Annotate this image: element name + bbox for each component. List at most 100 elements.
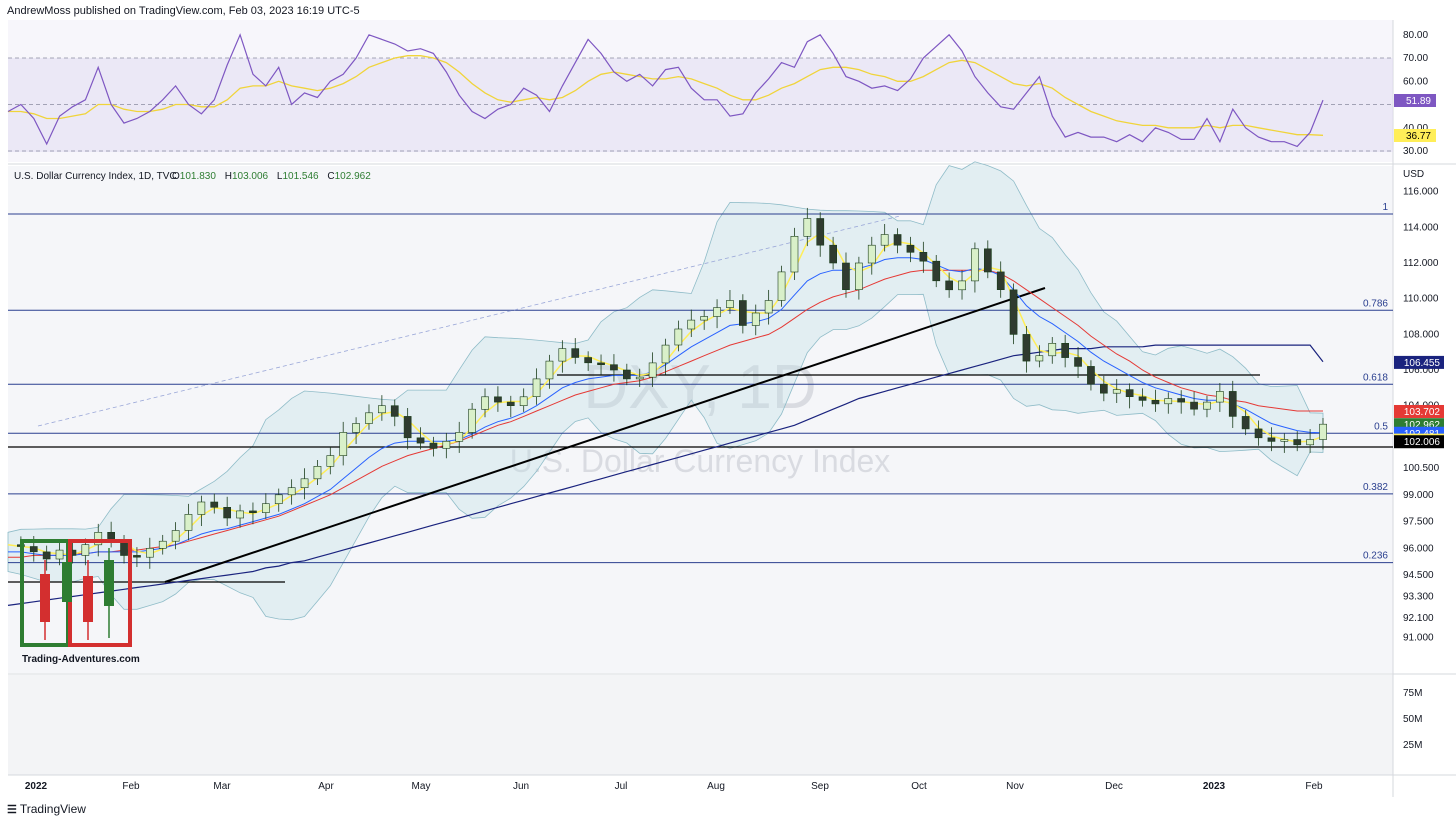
candle [816, 218, 825, 246]
price-tick-label: 91.000 [1403, 632, 1434, 643]
time-tick-label: Feb [1305, 781, 1323, 792]
candle [622, 369, 631, 380]
published-header: AndrewMoss published on TradingView.com,… [7, 5, 360, 17]
candle [506, 401, 515, 407]
price-badge: 102.006 [1394, 435, 1444, 449]
rsi-ma-badge-text: 36.77 [1406, 131, 1431, 142]
candle [1112, 389, 1121, 394]
price-tick-label: 92.100 [1403, 613, 1434, 624]
price-tick-label: 108.000 [1403, 329, 1440, 340]
legend-ohlc: O101.830 H103.006 L101.546 C102.962 [172, 171, 371, 182]
candle [1048, 342, 1057, 357]
candle [842, 262, 850, 291]
candle [584, 357, 592, 364]
candle [571, 348, 580, 358]
time-tick-label: May [412, 781, 431, 792]
candle [958, 280, 966, 291]
candle [829, 244, 837, 264]
price-tick-label: 106.000 [1403, 365, 1440, 376]
candle [700, 316, 708, 321]
candle [29, 546, 38, 553]
candle [713, 307, 721, 317]
time-tick-label: Jul [615, 781, 628, 792]
price-tick-label: 116.000 [1403, 187, 1439, 198]
currency-label: USD [1403, 169, 1424, 180]
candle [184, 514, 193, 531]
bollinger-band [7, 161, 1324, 621]
price-tick-label: 97.500 [1403, 517, 1434, 528]
candle [854, 262, 863, 291]
candle [455, 432, 464, 442]
candle [919, 252, 928, 262]
volume-tick-label: 50M [1403, 714, 1422, 725]
candle [1164, 398, 1173, 405]
tradingview-brand: TradingView [19, 802, 86, 816]
legend-low: 101.546 [282, 171, 319, 182]
price-badge-text: 106.455 [1404, 358, 1441, 369]
candle [519, 396, 528, 406]
candle [1022, 334, 1031, 362]
watermark-name: U.S. Dollar Currency Index [510, 443, 891, 479]
candle [236, 510, 244, 519]
candle [893, 234, 902, 246]
rsi-tick-label: 30.00 [1403, 146, 1428, 157]
candle [390, 405, 399, 417]
candle [55, 549, 64, 560]
candle [738, 300, 747, 326]
candle [468, 408, 477, 433]
candle [764, 300, 773, 314]
legend-o-label: O [172, 171, 180, 182]
legend-close: 102.962 [335, 171, 372, 182]
candle [635, 376, 644, 380]
candle [1190, 401, 1198, 410]
time-tick-label: Dec [1105, 781, 1123, 792]
time-tick-label: Feb [122, 781, 140, 792]
candle [365, 412, 373, 424]
dashed-trendline[interactable] [37, 215, 901, 427]
candle [352, 423, 360, 433]
time-tick-label: 2022 [25, 781, 48, 792]
candle [223, 506, 232, 519]
price-badge-text: 103.702 [1404, 407, 1441, 418]
price-tick-label: 114.000 [1403, 222, 1439, 233]
price-badge: 103.702 [1394, 404, 1444, 418]
candle [403, 416, 412, 439]
legend-open: 101.830 [180, 171, 217, 182]
candle [249, 510, 257, 513]
candle [81, 544, 90, 556]
candle [1293, 439, 1302, 446]
rising-trendline[interactable] [164, 287, 1046, 583]
price-badge-text: 102.006 [1404, 437, 1441, 448]
rsi-tick-label: 70.00 [1403, 53, 1428, 64]
logo-text: Trading-Adventures.com [22, 654, 140, 665]
candle [880, 234, 889, 246]
candle [777, 271, 786, 301]
legend-h-label: H [225, 171, 232, 182]
fib-level-label: 0.236 [1363, 551, 1388, 562]
candle [1151, 399, 1160, 405]
candle [300, 478, 309, 488]
legend-symbol: U.S. Dollar Currency Index, 1D, TVC [14, 171, 177, 182]
time-tick-label: Jun [513, 781, 529, 792]
candle [996, 271, 1005, 290]
candle [1216, 391, 1224, 403]
price-tick-label: 100.500 [1403, 463, 1440, 474]
candle [1138, 396, 1147, 401]
time-tick-label: Mar [213, 781, 231, 792]
candle [532, 378, 541, 397]
candle [545, 360, 554, 380]
volume-panel [8, 675, 1393, 775]
candle [648, 362, 657, 378]
candle [597, 362, 605, 365]
price-tick-label: 110.000 [1403, 294, 1439, 305]
candle [687, 319, 696, 330]
time-tick-label: Nov [1006, 781, 1024, 792]
candle [932, 260, 941, 282]
candle [274, 494, 283, 504]
price-tick-label: 112.000 [1403, 258, 1439, 269]
candle [751, 312, 760, 326]
time-tick-label: Sep [811, 781, 829, 792]
candle [377, 405, 386, 414]
